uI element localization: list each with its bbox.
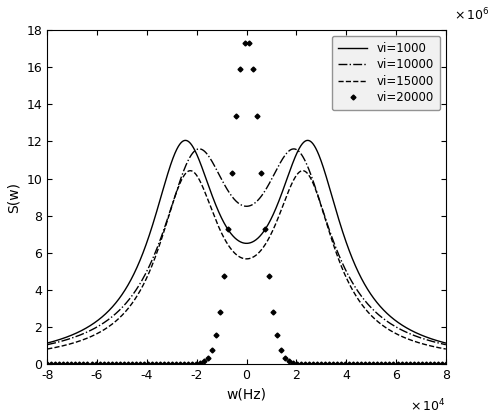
vi=1000	[44, 341, 50, 346]
vi=15000	[443, 346, 449, 352]
vi=20000	[44, 362, 50, 367]
vi=10000	[443, 342, 449, 347]
Line: vi=15000: vi=15000	[47, 171, 446, 349]
vi=10000	[411, 333, 417, 338]
vi=1000	[212, 200, 218, 205]
vi=15000	[234, 252, 240, 257]
vi=1000	[334, 211, 340, 216]
vi=1000	[215, 208, 221, 213]
vi=20000	[415, 362, 421, 367]
Line: vi=20000: vi=20000	[46, 41, 447, 366]
vi=1000	[431, 337, 436, 342]
vi=1000	[234, 237, 240, 242]
vi=20000	[121, 362, 126, 367]
vi=10000	[212, 164, 218, 169]
vi=10000	[234, 199, 240, 204]
vi=20000	[137, 362, 143, 367]
vi=20000	[443, 362, 449, 367]
vi=20000	[427, 362, 433, 367]
vi=10000	[431, 339, 436, 344]
Line: vi=10000: vi=10000	[47, 149, 446, 345]
vi=15000	[411, 339, 417, 344]
vi=1000	[411, 329, 417, 334]
X-axis label: w(Hz): w(Hz)	[227, 388, 266, 402]
vi=20000	[253, 113, 259, 118]
Y-axis label: S(w): S(w)	[7, 181, 21, 213]
vi=15000	[44, 346, 50, 352]
Text: $\times\,10^{4}$: $\times\,10^{4}$	[410, 397, 446, 414]
Legend: vi=1000, vi=10000, vi=15000, vi=20000: vi=1000, vi=10000, vi=15000, vi=20000	[332, 36, 440, 110]
vi=15000	[187, 168, 193, 173]
vi=15000	[212, 215, 218, 220]
vi=20000	[286, 359, 292, 364]
vi=15000	[431, 344, 436, 349]
vi=10000	[215, 170, 221, 175]
Line: vi=1000: vi=1000	[47, 140, 446, 343]
vi=10000	[334, 248, 340, 253]
vi=15000	[334, 252, 340, 257]
vi=1000	[183, 138, 188, 143]
vi=10000	[196, 147, 202, 152]
vi=10000	[44, 342, 50, 347]
vi=15000	[215, 223, 221, 228]
vi=1000	[443, 341, 449, 346]
Text: $\times\,10^{6}$: $\times\,10^{6}$	[454, 7, 490, 24]
vi=20000	[242, 40, 248, 45]
